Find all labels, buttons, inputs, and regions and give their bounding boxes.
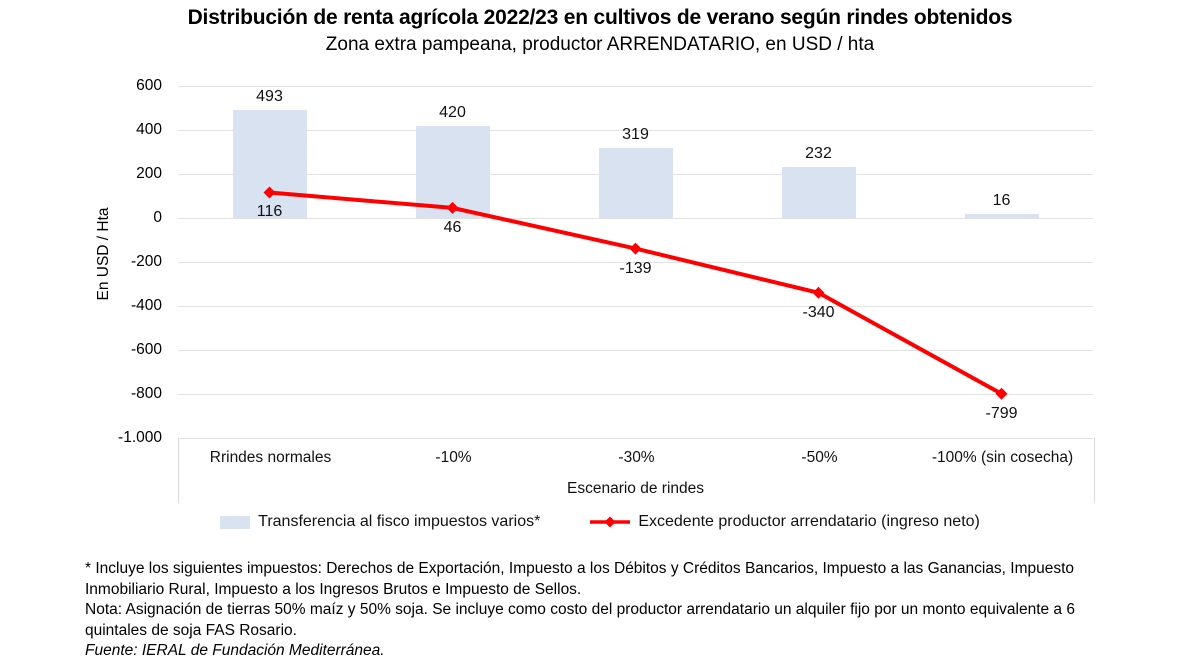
bar (232, 109, 307, 218)
gridline (178, 217, 1093, 219)
footnote-fuente: Fuente: IERAL de Fundación Mediterránea. (85, 642, 385, 659)
legend-label-bar-series: Transferencia al fisco impuestos varios* (258, 513, 541, 530)
y-tick-label: -1.000 (118, 429, 162, 446)
chart-title: Distribución de renta agrícola 2022/23 e… (187, 6, 1013, 29)
bar (964, 214, 1039, 218)
line-series (263, 186, 1008, 400)
chart-subtitle: Zona extra pampeana, productor ARRENDATA… (325, 34, 875, 55)
x-axis-title: Escenario de rindes (567, 480, 704, 497)
line-value-label: 116 (256, 203, 283, 221)
bar-series-swatch-icon (220, 515, 251, 529)
gridline (178, 85, 1093, 87)
y-tick-label: 600 (136, 77, 162, 94)
legend: Transferencia al fisco impuestos varios*… (0, 509, 1200, 535)
gridline (178, 437, 1093, 439)
x-category-label: -50% (801, 449, 838, 466)
legend-item-line-series: Excedente productor arrendatario (ingres… (590, 513, 980, 531)
bar (598, 147, 673, 218)
gridline (178, 305, 1093, 307)
diamond-marker-icon (995, 387, 1008, 400)
footnote-asterisk: * Incluye los siguientes impuestos: Dere… (85, 560, 1075, 598)
y-tick-label: -600 (130, 341, 162, 358)
y-tick-label: -800 (130, 385, 162, 402)
bar (781, 166, 856, 218)
gridline (178, 393, 1093, 395)
y-tick-label: -200 (130, 253, 162, 270)
bar-value-label: 420 (439, 103, 466, 121)
gridline (178, 349, 1093, 351)
line-value-label: -340 (802, 303, 835, 321)
diamond-marker-icon (263, 186, 276, 199)
x-category-label: -100% (sin cosecha) (931, 449, 1074, 466)
bar-value-label: 319 (622, 125, 649, 143)
gridline (178, 261, 1093, 263)
y-tick-label: 0 (153, 209, 162, 226)
line-value-label: -799 (985, 404, 1018, 422)
legend-label-line-series: Excedente productor arrendatario (ingres… (638, 513, 980, 530)
line-value-label: 46 (443, 218, 462, 236)
diamond-marker-icon (629, 242, 642, 255)
line-value-label: -139 (619, 259, 652, 277)
bar-value-label: 232 (805, 144, 832, 162)
line-series-swatch-icon (590, 516, 631, 528)
bar-value-label: 493 (256, 87, 283, 105)
x-category-label: -30% (618, 449, 655, 466)
diamond-marker-icon (446, 201, 459, 214)
footnote-nota: Nota: Asignación de tierras 50% maíz y 5… (85, 601, 1075, 639)
x-category-label: -10% (435, 449, 472, 466)
y-tick-label: 200 (136, 165, 162, 182)
diamond-marker-icon (812, 286, 825, 299)
category-axis-strip: Rrindes normales -10% -30% -50% -100% (sin c… (178, 438, 1095, 503)
x-category-label: Rrindes normales (209, 449, 332, 466)
y-tick-label: 400 (136, 121, 162, 138)
bar-value-label: 16 (992, 192, 1011, 210)
gridline (178, 129, 1093, 131)
y-tick-label: -400 (130, 297, 162, 314)
legend-item-bar-series: Transferencia al fisco impuestos varios* (220, 513, 540, 531)
footnotes: * Incluye los siguientes impuestos: Dere… (85, 559, 1119, 662)
